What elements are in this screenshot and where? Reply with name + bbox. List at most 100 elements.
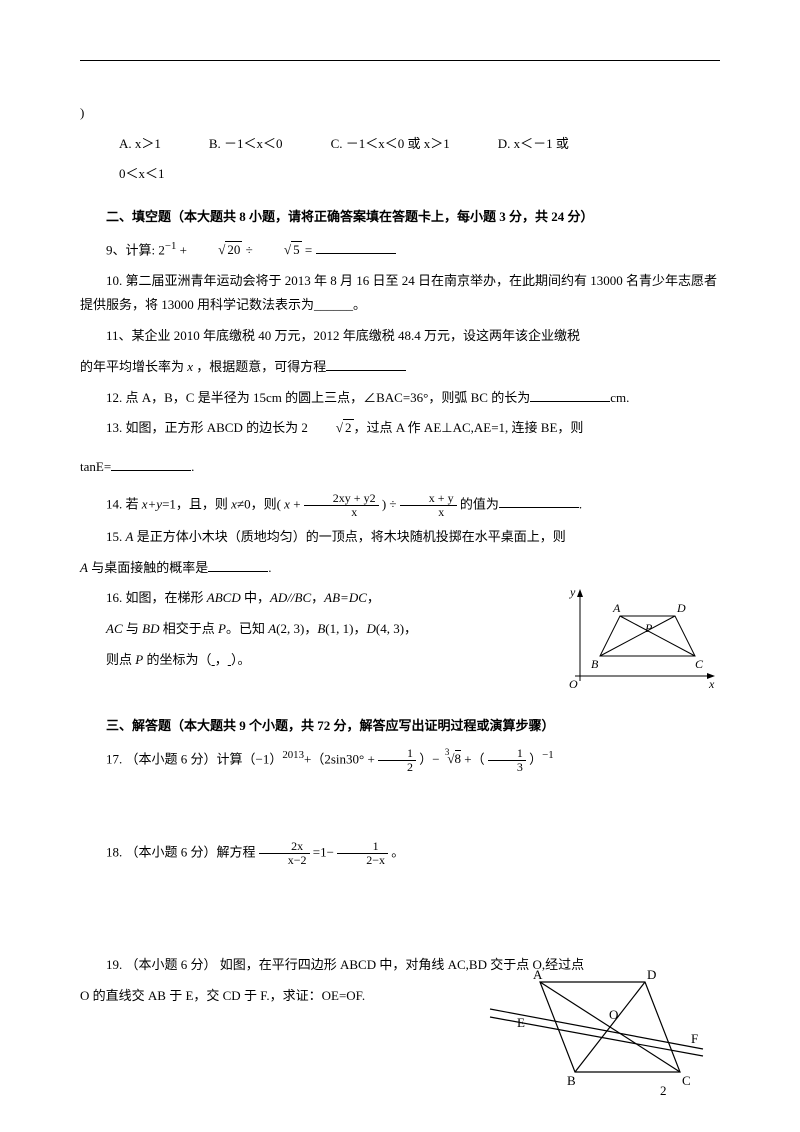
q16-i1: ABCD (207, 590, 241, 605)
q16-l3-pre: 则点 (106, 652, 135, 667)
lbl-D2: D (647, 967, 656, 982)
q14-post: 的值为 (460, 496, 499, 511)
q16-m2b: 相交于点 (159, 621, 218, 636)
q17-f1: 12 (378, 747, 416, 774)
q17-m4: ） (529, 751, 542, 766)
q8-opt-d-cont: 0＜x＜1 (80, 162, 720, 187)
q18-f2: 12−x (337, 840, 388, 867)
q11-blank (326, 357, 406, 371)
q18-m1: =1− (313, 845, 337, 860)
q13-sqrt: 2 (308, 416, 354, 441)
q14-m1: =1，且，则 (162, 496, 231, 511)
q14: 14. 若 x+y=1，且，则 x≠0，则( x + 2xy + y2x ) ÷… (80, 492, 720, 519)
q17-pre: 17. （本小题 6 分）计算（−1） (106, 751, 282, 766)
q11-l1: 11、某企业 2010 年底缴税 40 万元，2012 年底缴税 48.4 万元… (80, 324, 720, 349)
q14-m3: + (290, 496, 304, 511)
lbl-F2: F (691, 1031, 698, 1046)
q16-m1: 中， (241, 590, 270, 605)
q16-m5b: (1, 1)， (325, 621, 366, 636)
q18-f2n: 1 (337, 840, 388, 854)
lbl-y: y (569, 586, 576, 599)
q18-f1: 2xx−2 (259, 840, 310, 867)
q9-plus1: + (180, 242, 191, 257)
q9-blank (316, 240, 396, 254)
q17-f2n: 1 (488, 747, 526, 761)
q11-l2: 的年平均增长率为 x ，根据题意，可得方程 (80, 355, 720, 380)
q9-sqrt2: 5 (256, 238, 302, 263)
lbl-O: O (569, 677, 578, 691)
gap-18-19 (80, 873, 720, 953)
q8-opt-a: A. x＞1 (119, 132, 161, 157)
q17-sup1: 2013 (282, 749, 304, 761)
q14-f1d: x (304, 506, 379, 519)
q14-i1: x+y (142, 496, 162, 511)
q12-blank (530, 388, 610, 402)
lbl-2: 2 (660, 1083, 667, 1098)
lbl-O2: O (609, 1007, 618, 1022)
q14-m2: ≠0，则( (237, 496, 284, 511)
q14-m4: ) ÷ (382, 496, 400, 511)
figure-19: A D O B C E F 2 (485, 967, 705, 1107)
q16-l3-mid: 的坐标为（ (143, 652, 211, 667)
q18: 18. （本小题 6 分）解方程 2xx−2 =1− 12−x 。 (80, 840, 720, 867)
gap-17-18 (80, 780, 720, 840)
q9-div: ÷ (246, 242, 256, 257)
q16-i5b: D (366, 621, 375, 636)
q9-eq: = (305, 242, 316, 257)
q16-p1: ， (367, 590, 380, 605)
q12-pre: 12. 点 A，B，C 是半径为 15cm 的圆上三点，∠BAC=36°，则弧 … (106, 390, 530, 405)
q15-blank (208, 558, 268, 572)
q16-m4b: (2, 3)， (276, 621, 317, 636)
y-arrow-icon (577, 589, 583, 597)
diag-ac (620, 616, 695, 656)
q16-m3b: 。已知 (226, 621, 268, 636)
q9: 9、计算: 2−1 + 20 ÷ 5 = (80, 236, 720, 263)
q13-post: ，过点 A 作 AE⊥AC,AE=1, 连接 BE，则 (354, 420, 584, 435)
q15-l2-mid: 与桌面接触的概率是 (88, 560, 208, 575)
lbl-C2: C (682, 1073, 691, 1088)
q16-l2-pre: AC (106, 621, 123, 636)
q10: 10. 第二届亚洲青年运动会将于 2013 年 8 月 16 日至 24 日在南… (80, 269, 720, 318)
q16-i2: AD//BC (270, 590, 311, 605)
q17-f2d: 3 (488, 761, 526, 774)
q15-l1: 15. A 是正方体小木块（质地均匀）的一顶点，将木块随机投掷在水平桌面上，则 (80, 525, 720, 550)
q16-i2b: P (218, 621, 226, 636)
q8-opt-d: D. x＜－1 或 (498, 132, 569, 157)
q17-f2: 13 (488, 747, 526, 774)
q14-frac1: 2xy + y2x (304, 492, 379, 519)
q8-options: A. x＞1 B. －1＜x＜0 C. －1＜x＜0 或 x＞1 D. x＜－1… (80, 132, 720, 157)
section-3-header: 三、解答题（本大题共 9 个小题，共 72 分，解答应写出证明过程或演算步骤） (80, 714, 720, 739)
q11-l2-pre: 的年平均增长率为 (80, 359, 187, 374)
q17: 17. （本小题 6 分）计算（−1）2013+（2sin30° + 12 ）−… (80, 745, 720, 774)
lbl-C: C (695, 657, 704, 671)
q13-l1: 13. 如图，正方形 ABCD 的边长为 22，过点 A 作 AE⊥AC,AE=… (80, 416, 720, 441)
q16-m2: ， (311, 590, 324, 605)
q17-sup2: −1 (542, 749, 554, 761)
q18-post: 。 (391, 845, 404, 860)
q17-m2: ）− (419, 751, 443, 766)
q14-f2n: x + y (400, 492, 457, 506)
q9-sqrt1: 20 (190, 238, 242, 263)
q16-m6b: (4, 3)， (376, 621, 417, 636)
q15-l2: A 与桌面接触的概率是. (80, 556, 720, 581)
q17-m3: +（ (464, 751, 484, 766)
q13-l2-pre: tanE= (80, 459, 111, 474)
lbl-A2: A (533, 967, 543, 982)
q18-pre: 18. （本小题 6 分）解方程 (106, 845, 259, 860)
lbl-B: B (591, 657, 599, 671)
q18-f1d: x−2 (259, 854, 310, 867)
q18-f1n: 2x (259, 840, 310, 854)
q17-f1n: 1 (378, 747, 416, 761)
q15-pre: 15. (106, 529, 126, 544)
q11-l2-post: ，根据题意，可得方程 (193, 359, 326, 374)
q12: 12. 点 A，B，C 是半径为 15cm 的圆上三点，∠BAC=36°，则弧 … (80, 386, 720, 411)
q14-blank (499, 494, 579, 508)
q14-dot: . (579, 496, 582, 511)
q14-f2d: x (400, 506, 457, 519)
q17-f1d: 2 (378, 761, 416, 774)
q13-rad: 2 (343, 419, 354, 435)
diag-bd (600, 616, 675, 656)
lbl-P: P (644, 621, 653, 635)
q9-rad1: 20 (225, 241, 242, 257)
q16-m1b: 与 (123, 621, 143, 636)
